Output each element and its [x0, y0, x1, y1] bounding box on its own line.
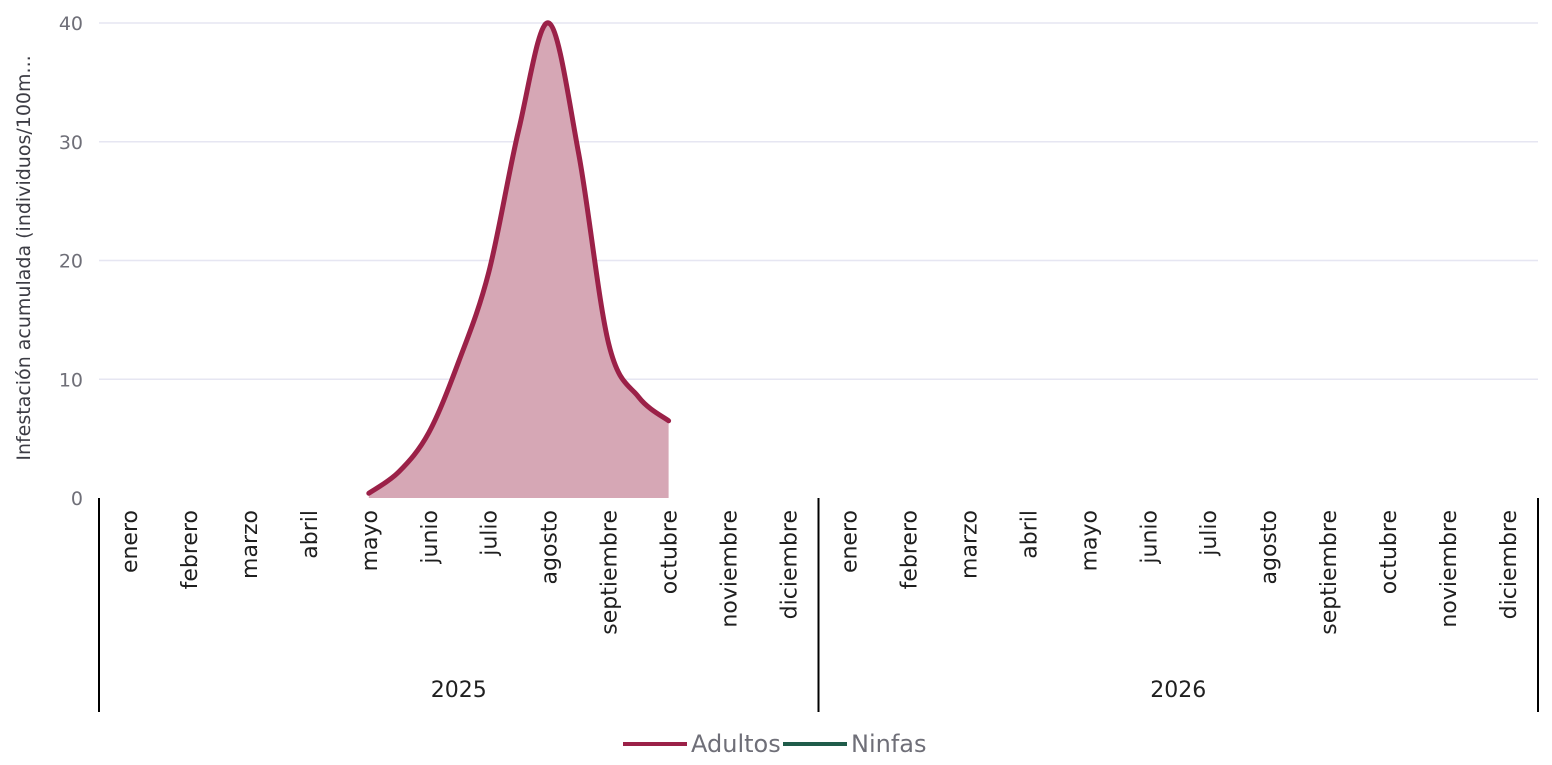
y-tick-label: 40: [59, 13, 83, 35]
x-tick-label: octubre: [1377, 510, 1402, 594]
x-tick-label: agosto: [1257, 510, 1282, 584]
x-tick-label: septiembre: [598, 510, 623, 635]
legend-label: Adultos: [691, 730, 781, 758]
x-tick-label: noviembre: [718, 510, 743, 628]
x-tick-label: febrero: [897, 510, 922, 589]
y-axis-label: Infestación acumulada (individuos/100m..…: [13, 55, 35, 460]
legend[interactable]: Adultos Ninfas: [623, 730, 927, 758]
series-line-adultos: [366, 20, 672, 496]
y-tick-label: 20: [59, 251, 83, 273]
x-tick-label: febrero: [178, 510, 203, 589]
y-tick-label: 10: [59, 369, 83, 391]
y-axis-ticks: 0 10 20 30 40: [59, 13, 83, 510]
series-layer: [366, 20, 672, 498]
x-tick-label: diciembre: [1497, 510, 1522, 619]
x-tick-label: septiembre: [1317, 510, 1342, 635]
legend-item-adultos[interactable]: Adultos: [623, 730, 781, 758]
y-tick-label: 0: [71, 488, 83, 510]
x-tick-label: abril: [298, 510, 323, 559]
x-tick-label: marzo: [957, 510, 982, 579]
x-tick-label: julio: [1197, 510, 1222, 557]
x-tick-label: noviembre: [1437, 510, 1462, 628]
x-tick-label: octubre: [658, 510, 683, 594]
legend-label: Ninfas: [851, 730, 927, 758]
x-tick-label: junio: [1137, 510, 1162, 565]
x-tick-label: marzo: [238, 510, 263, 579]
x-tick-label: diciembre: [778, 510, 803, 619]
x-tick-label: agosto: [538, 510, 563, 584]
gridlines: [99, 22, 1538, 380]
x-tick-label: enero: [837, 510, 862, 573]
series-area-adultos: [368, 22, 669, 498]
y-tick-label: 30: [59, 132, 83, 154]
year-label: 2025: [431, 678, 487, 703]
x-axis: enero febrero marzo abril mayo junio julio agos…: [98, 498, 1539, 712]
year-label: 2026: [1150, 678, 1206, 703]
x-tick-label: junio: [418, 510, 443, 565]
x-tick-label: enero: [118, 510, 143, 573]
x-tick-label: julio: [478, 510, 503, 557]
x-tick-label: mayo: [358, 510, 383, 571]
legend-item-ninfas[interactable]: Ninfas: [783, 730, 927, 758]
x-tick-label: mayo: [1077, 510, 1102, 571]
x-tick-label: abril: [1017, 510, 1042, 559]
